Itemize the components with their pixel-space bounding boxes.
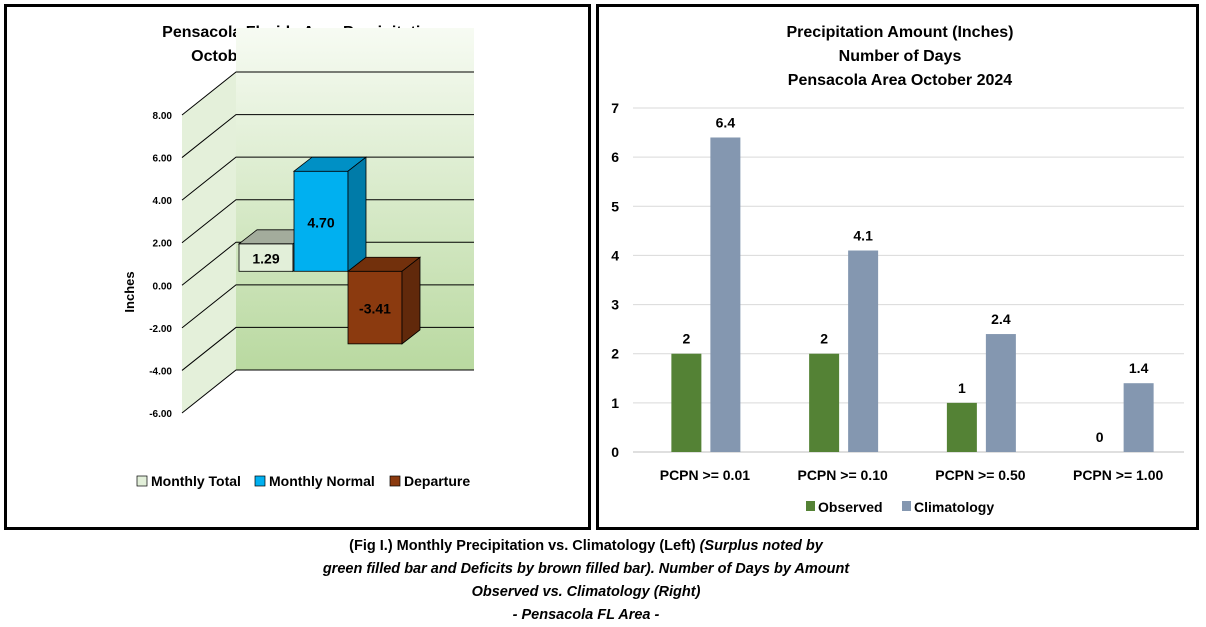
figure-caption: (Fig I.) Monthly Precipitation vs. Clima… <box>0 535 1172 627</box>
right-bar-observed-3 <box>946 402 977 452</box>
right-bar-climatology-2 <box>848 250 879 452</box>
left-y-tick-label: 8.00 <box>153 111 173 122</box>
left-side-wall <box>182 72 236 413</box>
caption-line-2: green filled bar and Deficits by brown f… <box>322 561 850 577</box>
right-bar-climatology-4 <box>1123 383 1154 452</box>
left-gridline <box>181 199 474 244</box>
left-y-tick-label: 4.00 <box>153 196 173 207</box>
right-chart-panel: Precipitation Amount (Inches) Number of … <box>596 4 1199 530</box>
right-chart-title: Precipitation Amount (Inches) <box>787 24 1014 41</box>
right-bar-label: 2 <box>682 331 690 347</box>
left-bar-2-label: 4.70 <box>307 214 334 230</box>
left-y-axis-label: Inches <box>122 271 137 312</box>
right-chart: Precipitation Amount (Inches) Number of … <box>611 24 1184 515</box>
right-bar-label: 1.4 <box>1129 360 1149 376</box>
left-legend-label-3: Departure <box>404 473 470 489</box>
right-legend: Observed Climatology <box>806 499 994 515</box>
left-gridline <box>181 241 474 286</box>
right-bar-label: 6.4 <box>716 114 736 130</box>
right-chart-subtitle-2: Pensacola Area October 2024 <box>788 72 1013 89</box>
left-gridline <box>181 369 474 414</box>
caption-line-4: - Pensacola FL Area - <box>512 607 660 623</box>
right-y-tick-label: 7 <box>611 100 619 116</box>
right-bar-climatology-1 <box>710 137 741 452</box>
right-bar-label: 4.1 <box>853 228 873 244</box>
left-bar-3 <box>347 270 403 345</box>
right-x-tick-label: PCPN >= 0.10 <box>797 467 887 483</box>
right-legend-swatch-2 <box>902 501 911 511</box>
left-bar-2-side <box>347 156 367 273</box>
right-bar-observed-2 <box>809 353 840 452</box>
right-bar-climatology-3 <box>985 334 1016 452</box>
right-legend-label-1: Observed <box>818 499 883 515</box>
right-y-tick-label: 5 <box>611 198 619 214</box>
right-legend-swatch-1 <box>806 501 815 511</box>
left-legend-swatch-3 <box>389 475 401 487</box>
right-y-tick-label: 0 <box>611 444 619 460</box>
right-bar-label: 2.4 <box>991 311 1011 327</box>
right-legend-label-2: Climatology <box>914 499 994 515</box>
right-bar-label: 1 <box>958 380 966 396</box>
left-plot-area: 8.00 6.00 4.00 2.00 0.00 -2.00 -4.00 -6.00 1.29 4… <box>149 28 474 420</box>
right-bar-label: 2 <box>820 331 828 347</box>
right-y-tick-label: 4 <box>611 247 619 263</box>
left-bar-3-label: -3.41 <box>359 301 391 317</box>
left-bar-1 <box>238 243 294 272</box>
right-x-tick-label: PCPN >= 1.00 <box>1073 467 1163 483</box>
left-legend-label-1: Monthly Total <box>151 473 241 489</box>
left-gridline <box>181 71 474 116</box>
left-legend: Monthly Total Monthly Normal Departure <box>136 473 470 489</box>
left-gridline <box>181 156 474 201</box>
right-x-tick-label: PCPN >= 0.50 <box>935 467 1025 483</box>
left-legend-label-2: Monthly Normal <box>269 473 375 489</box>
left-bar-2 <box>293 170 349 272</box>
caption-line-3: Observed vs. Climatology (Right) <box>471 584 701 600</box>
caption-line-1-italic: (Surplus noted by <box>699 538 823 554</box>
left-y-tick-label: 2.00 <box>153 239 173 250</box>
right-y-tick-label: 3 <box>611 297 619 313</box>
left-bar-1-label: 1.29 <box>252 251 279 267</box>
left-legend-swatch-2 <box>254 475 266 487</box>
right-plot-area: 0 1 2 3 4 5 6 7 2 6.4 PCPN >= 0.01 2 4.1 PCPN >= 0.10… <box>611 100 1184 483</box>
left-bar-3-side <box>401 256 421 345</box>
left-y-tick-label: -4.00 <box>149 366 172 377</box>
right-bar-label: 0 <box>1096 429 1104 445</box>
left-legend-swatch-1 <box>136 475 148 487</box>
right-x-tick-label: PCPN >= 0.01 <box>660 467 750 483</box>
right-chart-subtitle: Number of Days <box>839 48 962 65</box>
right-bar-observed-1 <box>671 353 702 452</box>
left-y-tick-label: 0.00 <box>153 281 173 292</box>
caption-line-1: (Fig I.) Monthly Precipitation vs. Clima… <box>0 535 1172 558</box>
left-chart-panel: Pensacola Florida Area Precipitation Oct… <box>4 4 591 530</box>
right-y-tick-label: 2 <box>611 346 619 362</box>
right-y-tick-label: 1 <box>611 395 619 411</box>
caption-line-1-plain: (Fig I.) Monthly Precipitation vs. Clima… <box>349 538 700 554</box>
left-y-tick-label: -2.00 <box>149 324 172 335</box>
left-y-tick-label: 6.00 <box>153 154 173 165</box>
left-chart: Pensacola Florida Area Precipitation Oct… <box>122 24 474 489</box>
left-gridline <box>181 114 474 158</box>
right-y-tick-label: 6 <box>611 149 619 165</box>
left-y-tick-label: -6.00 <box>149 409 172 420</box>
